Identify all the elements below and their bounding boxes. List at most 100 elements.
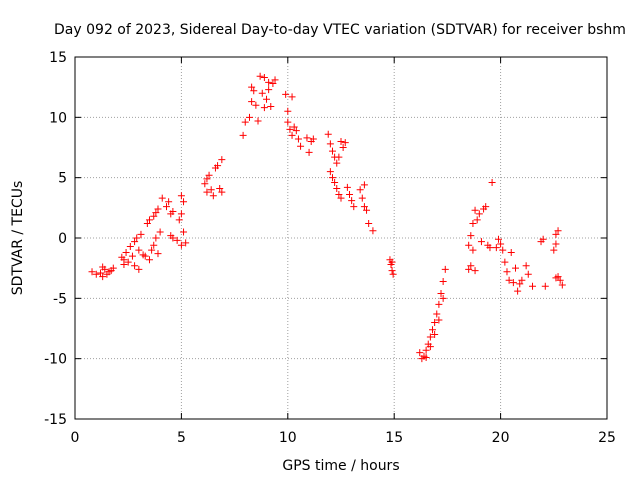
data-point [388, 258, 396, 266]
data-point [135, 265, 143, 273]
data-point [524, 270, 532, 278]
data-point [99, 273, 107, 281]
x-tick-label: 5 [177, 430, 186, 446]
data-point [486, 244, 494, 252]
data-point [145, 216, 153, 224]
x-tick-label: 0 [71, 430, 80, 446]
data-point [429, 326, 437, 334]
data-point [358, 194, 366, 202]
data-point [435, 300, 443, 308]
data-point [177, 192, 185, 200]
data-point [488, 178, 496, 186]
data-point [180, 228, 188, 236]
data-point [245, 113, 253, 121]
data-point [475, 210, 483, 218]
data-point [369, 227, 377, 235]
data-point [514, 287, 522, 295]
data-point [109, 264, 117, 272]
grid [75, 57, 607, 419]
data-point [265, 86, 273, 94]
data-point [88, 268, 96, 276]
data-point [133, 234, 141, 242]
data-point [263, 95, 271, 103]
y-tick-label: 0 [58, 231, 67, 247]
data-point [203, 188, 211, 196]
data-point [120, 261, 128, 269]
data-point [426, 343, 434, 351]
data-point [207, 186, 215, 194]
data-point [158, 194, 166, 202]
chart-title: Day 092 of 2023, Sidereal Day-to-day VTE… [54, 22, 626, 38]
data-point [431, 331, 439, 339]
data-point [343, 183, 351, 191]
data-point [494, 235, 502, 243]
data-point [173, 236, 181, 244]
data-point [124, 258, 132, 266]
data-point [288, 93, 296, 101]
data-point [426, 333, 434, 341]
data-point [165, 198, 173, 206]
data-point [360, 203, 368, 211]
data-point [505, 276, 513, 284]
data-point [150, 241, 158, 249]
data-point [216, 185, 224, 193]
data-point [303, 134, 311, 142]
data-point [256, 72, 264, 80]
y-tick-label: -10 [44, 352, 67, 368]
data-point [169, 207, 177, 215]
data-point [416, 349, 424, 357]
data-point [328, 174, 336, 182]
data-point [469, 246, 477, 254]
data-point [509, 279, 517, 287]
data-point [152, 209, 160, 217]
data-point [471, 206, 479, 214]
y-tick-label: 10 [49, 110, 67, 126]
data-point [131, 262, 139, 270]
data-point [177, 241, 185, 249]
data-point [305, 148, 313, 156]
data-point [163, 203, 171, 211]
data-point [203, 175, 211, 183]
data-point [288, 131, 296, 139]
data-point [218, 156, 226, 164]
data-point [441, 265, 449, 273]
data-point [248, 83, 256, 91]
data-point [148, 246, 156, 254]
data-point [326, 168, 334, 176]
x-tick-label: 10 [279, 430, 297, 446]
data-point [558, 281, 566, 289]
data-point [267, 102, 275, 110]
data-point [439, 294, 447, 302]
data-point [556, 276, 564, 284]
data-point [309, 135, 317, 143]
data-point [503, 268, 511, 276]
data-point [328, 147, 336, 155]
data-point [265, 78, 273, 86]
data-point [389, 270, 397, 278]
data-point [290, 123, 298, 131]
data-point [141, 252, 149, 260]
x-tick-labels: 0 5 10 15 20 25 [71, 430, 616, 446]
data-point [552, 240, 560, 248]
data-point [465, 265, 473, 273]
data-point [154, 250, 162, 258]
data-point [150, 212, 158, 220]
data-point [294, 135, 302, 143]
data-point [128, 252, 136, 260]
data-point [333, 159, 341, 167]
data-point [175, 216, 183, 224]
data-point [550, 246, 558, 254]
data-point [335, 191, 343, 199]
data-point [471, 267, 479, 275]
data-point [501, 258, 509, 266]
data-point [365, 220, 373, 228]
data-point [469, 220, 477, 228]
data-point [152, 234, 160, 242]
data-point [214, 162, 222, 170]
data-point [250, 87, 258, 95]
data-point [143, 220, 151, 228]
data-point [437, 290, 445, 298]
data-point [511, 264, 519, 272]
data-point [360, 181, 368, 189]
